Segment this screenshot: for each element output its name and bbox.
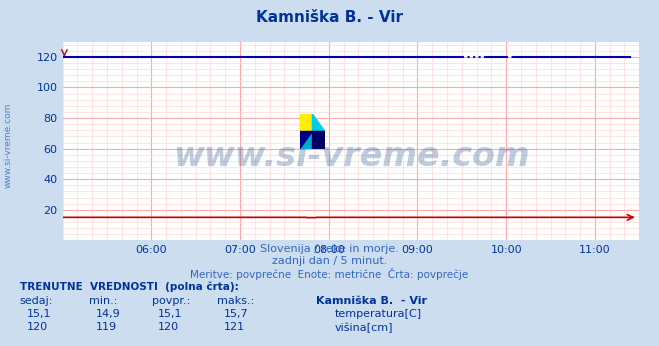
Polygon shape <box>300 131 312 149</box>
Text: Kamniška B. - Vir: Kamniška B. - Vir <box>256 10 403 25</box>
Polygon shape <box>300 131 325 149</box>
Text: temperatura[C]: temperatura[C] <box>335 309 422 319</box>
Text: www.si-vreme.com: www.si-vreme.com <box>3 103 13 188</box>
Text: www.si-vreme.com: www.si-vreme.com <box>173 140 529 173</box>
Text: maks.:: maks.: <box>217 296 255 306</box>
Text: Kamniška B.  - Vir: Kamniška B. - Vir <box>316 296 427 306</box>
Text: višina[cm]: višina[cm] <box>335 322 393 333</box>
Text: Meritve: povprečne  Enote: metrične  Črta: povprečje: Meritve: povprečne Enote: metrične Črta:… <box>190 268 469 280</box>
Text: min.:: min.: <box>89 296 117 306</box>
Polygon shape <box>312 114 325 131</box>
Text: 15,7: 15,7 <box>224 309 248 319</box>
Polygon shape <box>300 114 312 131</box>
Polygon shape <box>312 131 325 149</box>
Text: 14,9: 14,9 <box>96 309 121 319</box>
Text: 120: 120 <box>158 322 179 333</box>
Text: 15,1: 15,1 <box>158 309 183 319</box>
Text: zadnji dan / 5 minut.: zadnji dan / 5 minut. <box>272 256 387 266</box>
Text: 121: 121 <box>224 322 245 333</box>
Text: 15,1: 15,1 <box>26 309 51 319</box>
Text: Slovenija / reke in morje.: Slovenija / reke in morje. <box>260 244 399 254</box>
Text: TRENUTNE  VREDNOSTI  (polna črta):: TRENUTNE VREDNOSTI (polna črta): <box>20 282 239 292</box>
Text: povpr.:: povpr.: <box>152 296 190 306</box>
Text: 120: 120 <box>26 322 47 333</box>
Text: sedaj:: sedaj: <box>20 296 53 306</box>
Text: 119: 119 <box>96 322 117 333</box>
